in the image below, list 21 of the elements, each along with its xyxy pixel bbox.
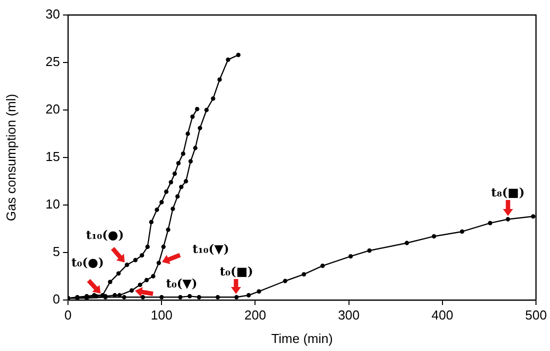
annotation: t₀(●) [71,255,104,270]
annotation: t₁₀(●) [86,228,124,242]
x-tick-label: 400 [432,307,454,322]
y-tick-label: 25 [46,54,60,70]
annotation: t₈(■) [491,185,525,200]
y-tick-label: 15 [46,149,60,164]
x-tick-label: 0 [64,307,72,322]
y-tick-label: 20 [46,102,60,117]
x-tick-label: 500 [525,307,547,322]
annotation: t₀(▼) [166,276,198,291]
x-tick-label: 200 [244,307,266,322]
y-axis-title: Gas consumption (ml) [3,94,18,222]
x-tick-label: 100 [150,307,172,322]
x-axis-title: Time (min) [271,330,333,346]
annotation: t₀(■) [220,264,254,278]
y-tick-label: 10 [46,196,60,212]
y-tick-label: 5 [52,244,60,260]
y-tick-label: 0 [52,292,60,307]
x-tick-label: 300 [338,307,360,322]
annotation: t₁₀(▼) [192,242,230,256]
y-tick-label: 30 [46,6,60,22]
